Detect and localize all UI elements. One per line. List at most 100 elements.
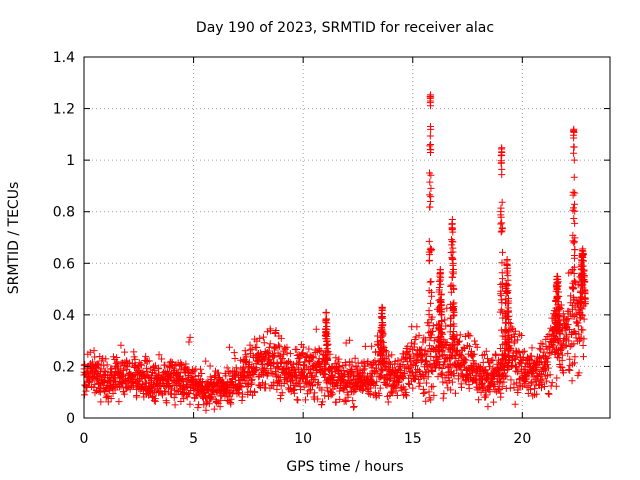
data-point <box>304 390 312 398</box>
data-point <box>411 362 419 370</box>
data-point <box>437 328 445 336</box>
data-point <box>540 348 548 356</box>
data-point <box>559 369 567 377</box>
data-point <box>158 355 166 363</box>
data-point <box>85 378 93 386</box>
data-point <box>83 383 91 391</box>
data-point <box>577 281 585 289</box>
data-point <box>368 372 376 380</box>
data-point <box>443 339 451 347</box>
y-tick-label-0.6: 0.6 <box>53 256 75 272</box>
data-point <box>272 326 280 334</box>
data-point <box>90 347 98 355</box>
data-point <box>375 392 383 400</box>
data-point <box>528 344 536 352</box>
data-point <box>466 332 474 340</box>
data-point <box>511 327 519 335</box>
data-point <box>466 343 474 351</box>
data-point <box>575 330 583 338</box>
data-point <box>519 348 527 356</box>
data-point <box>137 361 145 369</box>
data-point <box>437 296 445 304</box>
y-tick-label-0.8: 0.8 <box>53 205 75 221</box>
data-point <box>99 354 107 362</box>
data-point <box>570 143 578 151</box>
data-point <box>103 361 111 369</box>
data-point <box>191 372 199 380</box>
data-point <box>223 364 231 372</box>
data-point <box>323 330 331 338</box>
data-point <box>558 364 566 372</box>
data-point <box>115 398 123 406</box>
data-point <box>319 398 327 406</box>
data-point <box>441 316 449 324</box>
data-point <box>380 359 388 367</box>
data-point <box>294 378 302 386</box>
data-point <box>270 381 278 389</box>
data-point <box>484 370 492 378</box>
data-point <box>422 397 430 405</box>
data-point <box>86 348 94 356</box>
data-point <box>542 355 550 363</box>
data-point <box>340 367 348 375</box>
data-point <box>97 365 105 373</box>
data-point <box>225 343 233 351</box>
y-tick-label-0: 0 <box>66 411 75 427</box>
data-point <box>492 351 500 359</box>
data-point <box>552 282 560 290</box>
data-point <box>119 370 127 378</box>
data-point <box>551 327 559 335</box>
data-point <box>198 369 206 377</box>
data-point <box>437 308 445 316</box>
data-point <box>197 382 205 390</box>
data-point <box>394 357 402 365</box>
data-point <box>546 349 554 357</box>
data-point <box>570 239 578 247</box>
data-point <box>171 401 179 409</box>
data-point <box>305 345 313 353</box>
data-point <box>314 380 322 388</box>
data-point <box>243 383 251 391</box>
data-point <box>107 395 115 403</box>
data-point <box>266 340 274 348</box>
data-point <box>552 297 560 305</box>
data-point <box>437 322 445 330</box>
data-point <box>577 262 585 270</box>
data-point <box>278 355 286 363</box>
data-point <box>393 391 401 399</box>
data-point <box>186 400 194 408</box>
data-point <box>576 311 584 319</box>
data-point <box>434 345 442 353</box>
data-point <box>266 355 274 363</box>
data-point <box>311 389 319 397</box>
data-point <box>447 288 455 296</box>
y-tick-label-0.4: 0.4 <box>53 308 75 324</box>
data-point <box>425 257 433 265</box>
data-point <box>566 342 574 350</box>
data-point <box>413 323 421 331</box>
data-point <box>309 353 317 361</box>
data-point <box>533 366 541 374</box>
data-point <box>426 362 434 370</box>
data-point <box>510 384 518 392</box>
data-point <box>490 398 498 406</box>
data-point <box>554 279 562 287</box>
data-point <box>436 268 444 276</box>
data-point <box>570 173 578 181</box>
data-point <box>235 389 243 397</box>
data-point <box>412 333 420 341</box>
data-point <box>373 378 381 386</box>
data-point <box>426 132 434 140</box>
data-point <box>552 307 560 315</box>
data-point <box>579 257 587 265</box>
data-point <box>150 388 158 396</box>
data-point <box>256 334 264 342</box>
data-point <box>88 358 96 366</box>
data-point <box>382 381 390 389</box>
data-point <box>527 386 535 394</box>
data-point <box>120 390 128 398</box>
data-point <box>496 379 504 387</box>
data-point <box>564 315 572 323</box>
data-point <box>296 386 304 394</box>
